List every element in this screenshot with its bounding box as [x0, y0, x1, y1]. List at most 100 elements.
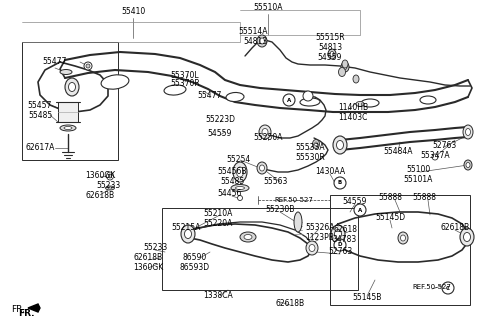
Text: 55347A: 55347A — [420, 150, 450, 160]
Text: 55101A: 55101A — [403, 176, 432, 184]
Text: 55888: 55888 — [378, 194, 402, 202]
Text: 1123PB: 1123PB — [306, 233, 335, 243]
Text: 62618B: 62618B — [441, 223, 469, 232]
Text: 55145B: 55145B — [352, 294, 382, 302]
Circle shape — [442, 282, 454, 294]
Text: 54559: 54559 — [318, 54, 342, 62]
Text: 55223D: 55223D — [205, 115, 235, 125]
Text: 54456: 54456 — [218, 190, 242, 198]
Text: 55220A: 55220A — [204, 218, 233, 228]
Ellipse shape — [233, 162, 247, 182]
Ellipse shape — [69, 82, 75, 92]
Text: 55145D: 55145D — [375, 214, 405, 222]
Text: C: C — [446, 285, 450, 290]
Ellipse shape — [244, 234, 252, 239]
Text: A: A — [287, 97, 291, 102]
Ellipse shape — [312, 140, 320, 148]
Ellipse shape — [260, 38, 264, 44]
Text: 55477: 55477 — [198, 91, 222, 99]
Text: 55370L: 55370L — [171, 71, 199, 79]
Ellipse shape — [331, 225, 345, 243]
Text: 55370R: 55370R — [170, 79, 200, 89]
Text: 52763: 52763 — [328, 248, 352, 256]
Text: 55485: 55485 — [28, 111, 52, 119]
Ellipse shape — [181, 225, 195, 243]
Ellipse shape — [262, 129, 268, 135]
Text: REF.50-527: REF.50-527 — [413, 284, 451, 290]
Circle shape — [354, 204, 366, 216]
Text: 62618B: 62618B — [276, 300, 305, 308]
Text: 55210A: 55210A — [204, 209, 233, 217]
Text: 34783: 34783 — [333, 235, 357, 245]
Circle shape — [334, 177, 346, 189]
Ellipse shape — [107, 172, 113, 180]
Ellipse shape — [336, 141, 344, 149]
Text: 54813: 54813 — [243, 38, 267, 46]
Ellipse shape — [341, 62, 349, 72]
Text: 55215A: 55215A — [171, 223, 201, 232]
Text: 52763: 52763 — [432, 141, 456, 149]
Text: 86590: 86590 — [183, 253, 207, 263]
Ellipse shape — [466, 163, 470, 167]
Text: 55477: 55477 — [43, 58, 67, 66]
Ellipse shape — [420, 96, 436, 104]
Text: 54559: 54559 — [343, 198, 367, 206]
Ellipse shape — [240, 232, 256, 242]
Text: D: D — [338, 243, 342, 248]
Text: 1360GK: 1360GK — [85, 170, 115, 180]
Text: FR.: FR. — [18, 308, 35, 318]
Ellipse shape — [257, 162, 267, 174]
Text: 1360GK: 1360GK — [133, 264, 163, 272]
Bar — [330, 195, 470, 305]
Text: 86593D: 86593D — [180, 264, 210, 272]
Ellipse shape — [343, 64, 347, 70]
Text: 62617A: 62617A — [25, 144, 55, 152]
Text: 55326A: 55326A — [305, 223, 335, 232]
Ellipse shape — [106, 186, 115, 190]
Ellipse shape — [338, 67, 346, 77]
Text: 1430AA: 1430AA — [315, 167, 345, 177]
Bar — [58, 102, 78, 122]
Circle shape — [334, 239, 346, 251]
Ellipse shape — [464, 160, 472, 170]
Ellipse shape — [330, 51, 334, 57]
Text: 54559: 54559 — [208, 129, 232, 137]
Text: 55230B: 55230B — [265, 205, 295, 215]
Text: 55456B: 55456B — [217, 167, 247, 177]
Text: 55563: 55563 — [264, 178, 288, 186]
Ellipse shape — [86, 64, 90, 68]
Ellipse shape — [101, 75, 129, 89]
Ellipse shape — [335, 230, 341, 238]
Ellipse shape — [300, 98, 320, 106]
Text: 1338CA: 1338CA — [203, 290, 233, 300]
Ellipse shape — [361, 99, 379, 107]
Text: 55233: 55233 — [96, 181, 120, 190]
Text: 55515R: 55515R — [315, 33, 345, 43]
Ellipse shape — [184, 230, 192, 238]
Ellipse shape — [309, 245, 315, 251]
Text: 55457: 55457 — [28, 100, 52, 110]
Ellipse shape — [466, 129, 470, 135]
Ellipse shape — [60, 70, 72, 75]
Ellipse shape — [226, 93, 244, 101]
Ellipse shape — [260, 165, 264, 171]
Text: 55514A: 55514A — [238, 27, 268, 37]
Ellipse shape — [257, 35, 267, 47]
Ellipse shape — [303, 91, 313, 101]
Text: REF.50-527: REF.50-527 — [275, 197, 313, 203]
Ellipse shape — [65, 78, 79, 96]
Text: A: A — [358, 208, 362, 213]
Ellipse shape — [238, 196, 242, 200]
Ellipse shape — [259, 125, 271, 139]
Ellipse shape — [342, 60, 348, 68]
Ellipse shape — [464, 232, 470, 242]
Text: B: B — [338, 181, 342, 185]
Ellipse shape — [356, 101, 364, 107]
Text: 55233: 55233 — [143, 244, 167, 252]
Text: 55100: 55100 — [406, 165, 430, 175]
Ellipse shape — [231, 184, 249, 192]
Ellipse shape — [108, 174, 111, 178]
Text: 55410: 55410 — [121, 8, 145, 16]
Ellipse shape — [314, 142, 317, 146]
Ellipse shape — [236, 186, 244, 190]
